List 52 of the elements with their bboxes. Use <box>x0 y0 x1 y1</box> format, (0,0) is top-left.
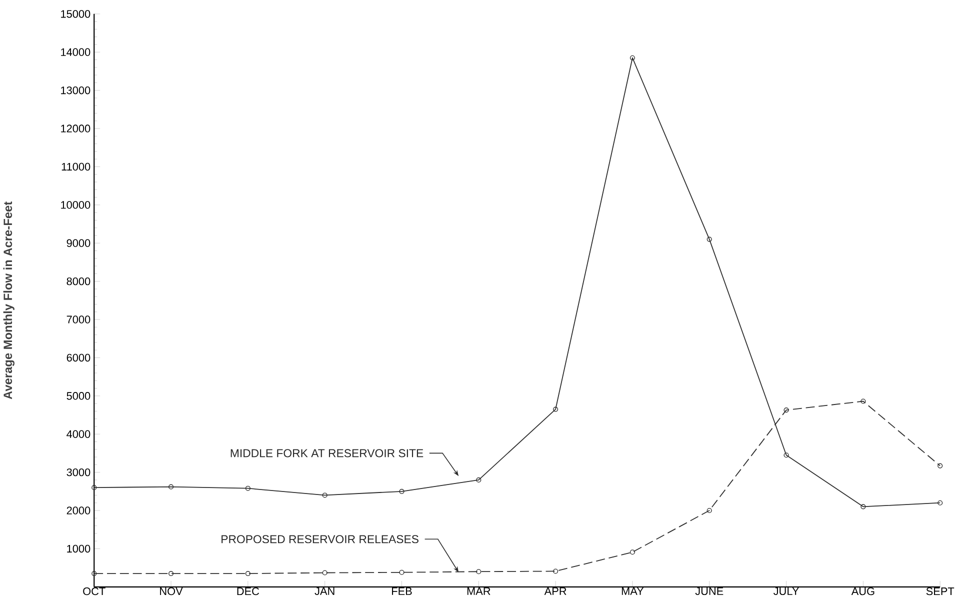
y-tick-label: 8000 <box>66 278 90 286</box>
y-tick-label: 5000 <box>66 392 90 400</box>
point <box>630 55 635 60</box>
text: PROPOSED RESERVOIR RELEASES <box>222 535 418 544</box>
point <box>553 406 558 412</box>
x-tick-label: DEC <box>237 588 260 596</box>
point <box>92 571 97 576</box>
x-tick-label: JAN <box>314 588 334 596</box>
x-tick-label: OCT <box>83 588 106 596</box>
x-tick-label: SEPT <box>926 588 954 596</box>
x-tick-label: JUNE <box>695 588 724 596</box>
point <box>322 492 328 498</box>
x-tick-label: AUG <box>851 588 874 596</box>
point <box>322 570 328 576</box>
point <box>630 550 635 555</box>
point <box>860 398 866 404</box>
text: MIDDLE FORK AT RESERVOIR SITE <box>230 449 424 458</box>
point <box>706 236 712 242</box>
y-axis-title: Average Monthly Flow in Acre-Feet <box>3 202 14 400</box>
y-tick-label: 11000 <box>62 162 90 171</box>
point <box>399 488 404 494</box>
point <box>476 477 482 483</box>
x-tick-label: MAR <box>467 588 490 595</box>
point <box>553 568 558 574</box>
y-tick-label: 14000 <box>61 48 90 56</box>
y-tick-label: 12000 <box>61 124 90 132</box>
point <box>706 508 712 514</box>
point <box>860 504 866 510</box>
point <box>938 463 943 468</box>
y-tick-label: 3000 <box>66 468 90 476</box>
y-tick-label: 10000 <box>61 201 90 209</box>
x-tick-label: FEB <box>392 588 412 595</box>
x-tick-label: JULY <box>774 588 799 596</box>
y-tick-label: 6000 <box>66 354 90 362</box>
point <box>784 408 789 413</box>
y-tick-label: 2000 <box>66 506 90 514</box>
point <box>168 484 174 490</box>
point <box>245 486 250 491</box>
y-tick-label: 13000 <box>61 86 90 94</box>
y-tick-label: 9000 <box>66 239 90 248</box>
point <box>784 452 789 458</box>
point <box>476 569 482 574</box>
y-tick-label: 7000 <box>66 316 90 324</box>
y-tick-label: 15000 <box>61 10 90 18</box>
y-tick-label: 1000 <box>67 544 90 553</box>
x-tick-label: NOV <box>160 588 183 596</box>
x-tick-label: APR <box>544 588 566 595</box>
x-tick-label: MAY <box>622 588 644 595</box>
point <box>399 570 404 575</box>
point <box>245 571 250 576</box>
y-tick-label: 4000 <box>66 430 90 438</box>
point <box>168 571 174 576</box>
